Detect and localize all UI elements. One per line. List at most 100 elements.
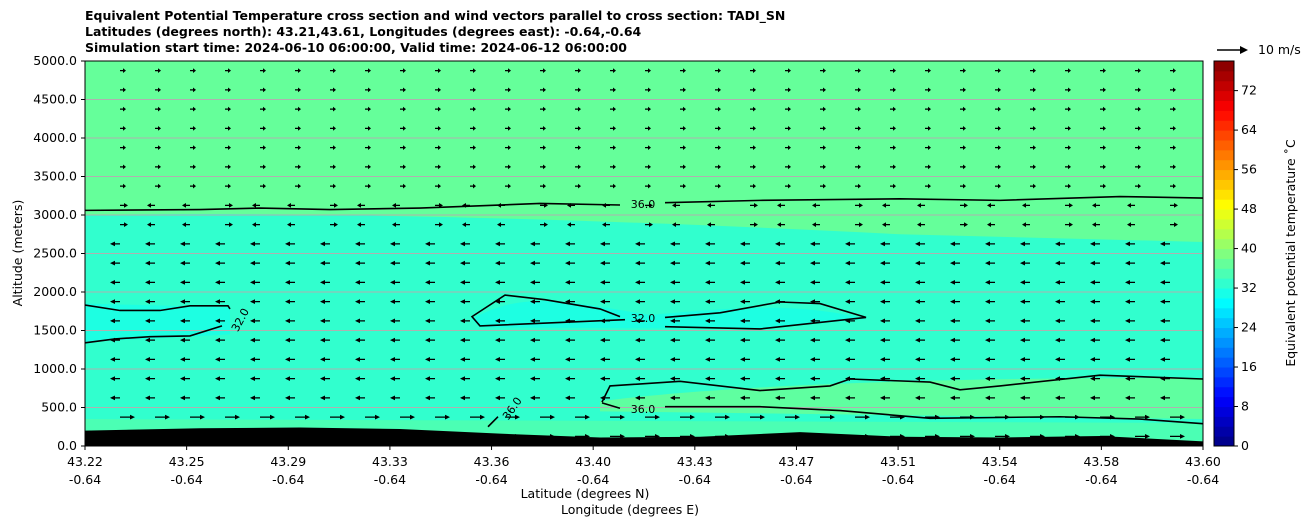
y-tick-label: 1500.0 — [33, 323, 77, 338]
wind-vector — [950, 356, 960, 362]
contour-36-upper-right — [664, 195, 1203, 204]
wind-vector — [845, 318, 855, 324]
wind-vector — [610, 183, 616, 189]
wind-vector — [180, 260, 190, 266]
wind-vector — [470, 87, 476, 93]
wind-vector — [670, 279, 680, 285]
wind-vector — [635, 299, 645, 305]
x-tick-label-lon: -0.64 — [374, 472, 406, 487]
wind-vector — [120, 106, 126, 112]
y-tick-label: 5000.0 — [33, 53, 77, 68]
wind-vector — [1160, 260, 1170, 266]
wind-vector — [1170, 414, 1185, 420]
wind-vector — [670, 376, 680, 382]
contour-32-center-right — [664, 301, 867, 330]
wind-vector — [260, 145, 266, 151]
wind-vector — [785, 414, 800, 420]
wind-vector — [505, 125, 511, 131]
wind-vector — [435, 87, 441, 93]
wind-vector — [775, 279, 785, 285]
wind-vector — [880, 279, 890, 285]
wind-vector — [330, 222, 338, 228]
wind-vector — [320, 299, 330, 305]
wind-vector — [635, 337, 645, 343]
wind-vector — [250, 241, 260, 247]
wind-vector — [252, 202, 260, 208]
wind-vector — [645, 414, 660, 420]
wind-vector — [495, 318, 505, 324]
wind-vector — [610, 145, 616, 151]
wind-vector — [565, 395, 575, 401]
wind-vector — [575, 145, 581, 151]
wind-vector — [400, 68, 406, 74]
contour-32-center-left — [470, 294, 626, 327]
wind-vector — [355, 356, 365, 362]
colorbar-segment — [1214, 218, 1234, 230]
wind-vector — [672, 222, 680, 228]
wind-vector — [495, 299, 505, 305]
wind-vector — [460, 299, 470, 305]
wind-vector — [330, 68, 336, 74]
wind-vector — [1170, 222, 1178, 228]
wind-vector — [215, 299, 225, 305]
wind-vector — [567, 222, 575, 228]
wind-vector — [390, 279, 400, 285]
y-tick-label: 1000.0 — [33, 361, 77, 376]
wind-vector — [460, 395, 470, 401]
wind-vector — [740, 356, 750, 362]
wind-vector — [600, 299, 610, 305]
wind-vector — [435, 145, 441, 151]
contour-32-left-bottom — [85, 325, 223, 344]
wind-vector — [145, 299, 155, 305]
colorbar-segment — [1214, 238, 1234, 250]
wind-vector — [145, 279, 155, 285]
wind-vector — [917, 202, 925, 208]
wind-vector — [120, 183, 126, 189]
wind-vector — [330, 183, 336, 189]
wind-vector — [960, 164, 966, 170]
wind-vector — [1170, 433, 1185, 439]
wind-vector — [915, 241, 925, 247]
wind-vector — [357, 202, 365, 208]
wind-vector — [470, 68, 476, 74]
wind-vector — [400, 183, 406, 189]
wind-vector — [1170, 106, 1176, 112]
wind-vector — [845, 260, 855, 266]
wind-vector — [600, 337, 610, 343]
terrain-mask — [85, 427, 1203, 446]
wind-vector — [995, 164, 1001, 170]
colorbar-tick-label: 56 — [1241, 162, 1257, 177]
wind-vector — [715, 68, 721, 74]
wind-vector — [260, 106, 266, 112]
wind-vector — [505, 414, 520, 420]
wind-vector — [425, 356, 435, 362]
wind-vector — [460, 279, 470, 285]
wind-vector — [180, 356, 190, 362]
wind-vector — [390, 260, 400, 266]
colorbar-tick-label: 40 — [1241, 241, 1257, 256]
wind-vector — [610, 68, 616, 74]
wind-vector — [750, 145, 756, 151]
colorbar-segment — [1214, 80, 1234, 92]
wind-vector — [295, 414, 310, 420]
contour-36-lower-right — [665, 405, 1203, 425]
x-tick-label-lat: 43.51 — [880, 454, 916, 469]
wind-vector — [1125, 260, 1135, 266]
wind-vector — [180, 337, 190, 343]
wind-vector — [145, 318, 155, 324]
colorbar-segment — [1214, 169, 1234, 180]
wind-vector — [225, 222, 233, 228]
wind-vector — [1090, 356, 1100, 362]
wind-vector — [740, 337, 750, 343]
wind-vector — [1020, 318, 1030, 324]
wind-vector — [355, 318, 365, 324]
wind-vector — [285, 376, 295, 382]
wind-vector — [645, 164, 651, 170]
wind-vector — [435, 125, 441, 131]
colorbar-segment — [1214, 159, 1234, 171]
wind-vector — [925, 125, 931, 131]
wind-vector — [425, 299, 435, 305]
field-cool-core-left — [85, 303, 230, 343]
wind-vector — [460, 241, 470, 247]
wind-vector — [707, 202, 715, 208]
